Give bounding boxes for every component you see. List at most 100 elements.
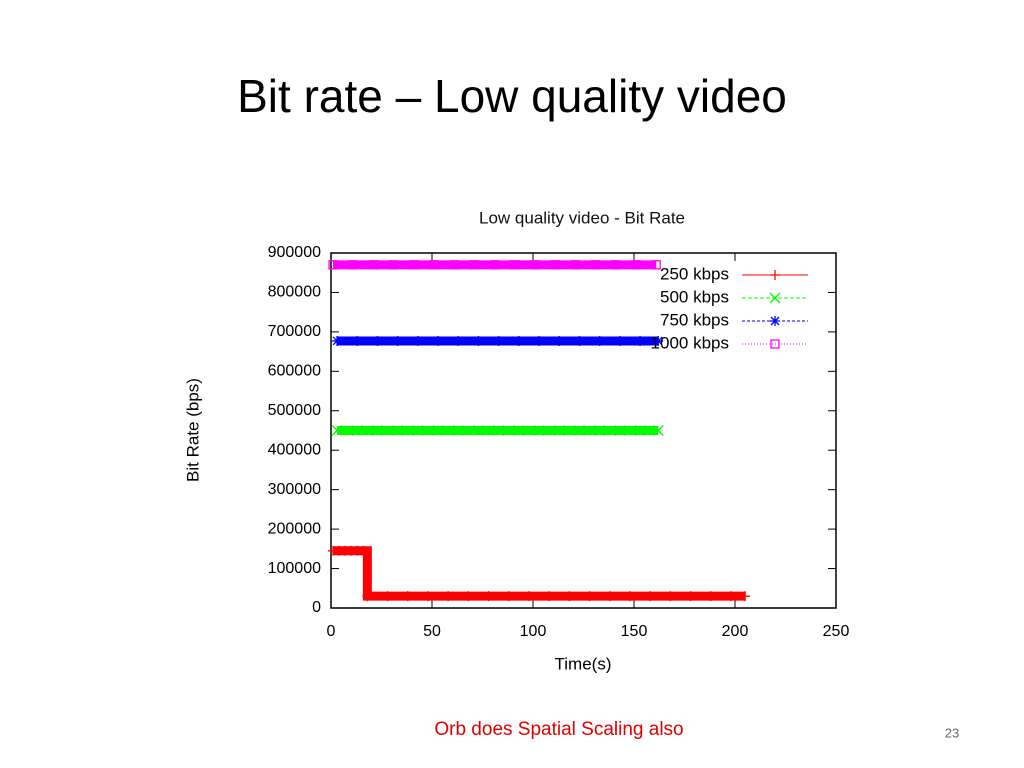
data-point xyxy=(409,260,419,270)
y-tick-label: 400000 xyxy=(268,441,321,458)
data-point xyxy=(392,425,404,436)
data-point xyxy=(328,260,338,270)
x-tick-label: 50 xyxy=(423,623,441,640)
plot-frame xyxy=(330,252,837,609)
data-point xyxy=(624,591,635,602)
data-point xyxy=(358,545,369,556)
data-point xyxy=(463,591,474,602)
data-point xyxy=(469,260,480,270)
data-point xyxy=(645,591,656,602)
data-point xyxy=(432,425,444,436)
data-point xyxy=(402,591,413,602)
series-band xyxy=(333,546,746,601)
y-tick-label: 600000 xyxy=(268,363,321,380)
x-tick-label: 250 xyxy=(823,623,850,640)
data-point xyxy=(523,591,534,602)
data-point xyxy=(449,260,459,270)
data-point xyxy=(652,425,664,436)
page-number: 23 xyxy=(945,725,959,740)
y-tick-label: 0 xyxy=(312,599,321,616)
data-point xyxy=(412,425,424,436)
data-point xyxy=(553,425,565,436)
legend-label: 1000 kbps xyxy=(651,333,729,352)
data-point xyxy=(604,591,615,602)
data-point xyxy=(611,260,621,270)
data-point xyxy=(614,335,625,346)
data-point xyxy=(493,425,505,436)
data-point xyxy=(453,335,464,346)
data-point xyxy=(489,260,500,270)
data-point xyxy=(503,591,514,602)
data-point xyxy=(331,425,343,436)
data-point xyxy=(590,260,601,270)
chart-title: Low quality video - Bit Rate xyxy=(479,208,685,227)
data-point xyxy=(351,425,363,436)
data-point xyxy=(493,335,504,346)
data-point xyxy=(534,335,545,346)
data-point xyxy=(533,425,545,436)
legend-marker xyxy=(770,339,780,349)
y-tick-label: 500000 xyxy=(268,402,321,419)
data-point xyxy=(530,260,540,270)
data-point xyxy=(564,591,575,602)
y-tick-label: 900000 xyxy=(268,244,321,261)
data-point xyxy=(584,591,595,602)
legend-label: 750 kbps xyxy=(660,310,729,329)
data-point xyxy=(473,335,484,346)
data-point xyxy=(473,425,484,436)
data-point xyxy=(433,335,444,346)
data-point xyxy=(510,260,520,270)
data-point xyxy=(513,335,524,346)
data-point xyxy=(372,425,383,436)
data-point xyxy=(443,591,454,602)
y-tick-label: 700000 xyxy=(268,323,321,340)
data-point xyxy=(362,591,373,602)
data-point xyxy=(725,591,736,602)
y-tick-label: 300000 xyxy=(268,481,321,498)
legend-marker xyxy=(770,316,780,326)
y-axis-label: Bit Rate (bps) xyxy=(183,378,202,482)
data-point xyxy=(631,260,641,270)
x-tick-label: 100 xyxy=(520,623,547,640)
legend-marker xyxy=(769,292,781,304)
x-tick-label: 150 xyxy=(621,623,648,640)
data-point xyxy=(382,591,393,602)
x-tick-label: 0 xyxy=(327,623,336,640)
data-point xyxy=(388,260,399,270)
data-point xyxy=(635,335,646,346)
data-point xyxy=(594,425,606,436)
data-point xyxy=(594,335,605,346)
data-point xyxy=(685,591,696,602)
data-point xyxy=(452,425,464,436)
data-point xyxy=(653,335,664,346)
data-point xyxy=(348,260,358,270)
data-point xyxy=(422,591,433,602)
data-point xyxy=(665,591,676,602)
y-tick-label: 800000 xyxy=(268,284,321,301)
data-point xyxy=(614,425,626,436)
y-tick-label: 100000 xyxy=(268,560,321,577)
legend-label: 500 kbps xyxy=(660,287,729,306)
data-point xyxy=(368,260,379,270)
data-point xyxy=(705,591,716,602)
data-point xyxy=(412,335,423,346)
data-point xyxy=(392,335,403,346)
data-point xyxy=(651,260,661,270)
data-point xyxy=(429,260,439,270)
data-point xyxy=(352,335,363,346)
data-point xyxy=(483,591,494,602)
data-point xyxy=(332,335,343,346)
x-tick-label: 200 xyxy=(722,623,749,640)
data-point xyxy=(740,591,751,602)
slide-title: Bit rate – Low quality video xyxy=(237,70,787,122)
data-point xyxy=(570,260,581,270)
x-axis-label: Time(s) xyxy=(555,654,612,673)
data-point xyxy=(544,591,555,602)
data-point xyxy=(574,335,585,346)
data-point xyxy=(574,425,585,436)
note: Orb does Spatial Scaling also xyxy=(434,719,683,740)
data-point xyxy=(372,335,383,346)
data-point xyxy=(554,335,565,346)
data-point xyxy=(550,260,560,270)
